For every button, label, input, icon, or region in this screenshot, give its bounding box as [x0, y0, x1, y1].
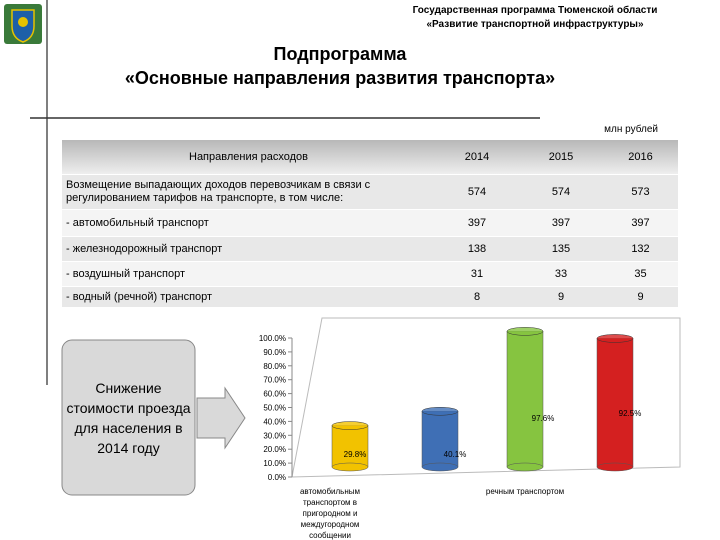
value-label: 29.8% — [344, 450, 367, 459]
value-label: 97.6% — [532, 414, 555, 423]
value-cell: 574 — [435, 175, 519, 210]
value-label: 92.5% — [619, 409, 642, 418]
y-tick-label: 50.0% — [263, 404, 286, 413]
value-cell: 397 — [519, 210, 603, 237]
bar-body — [331, 425, 369, 468]
value-label: 40.1% — [444, 450, 467, 459]
bar-body — [506, 331, 544, 468]
x-label-box: речным транспортом — [485, 487, 565, 496]
value-cell: 31 — [435, 262, 519, 287]
value-cell: 132 — [603, 237, 678, 262]
bar — [596, 334, 634, 472]
row-label: - автомобильный транспорт — [62, 210, 435, 237]
bar-base — [421, 462, 459, 472]
header-cell: 2014 — [435, 140, 519, 175]
bar-base — [331, 462, 369, 472]
value-cell: 9 — [603, 287, 678, 308]
bar-body — [596, 338, 634, 468]
row-label: - водный (речной) транспорт — [62, 287, 435, 308]
y-tick-label: 10.0% — [263, 459, 286, 468]
x-label-box: автомобильным транспортом в пригородном … — [299, 487, 361, 540]
value-cell: 397 — [603, 210, 678, 237]
y-tick-label: 70.0% — [263, 376, 286, 385]
coat-of-arms — [4, 4, 42, 44]
bar — [506, 327, 544, 472]
bar-top — [596, 334, 634, 343]
row-label: Возмещение выпадающих доходов перевозчик… — [62, 175, 435, 210]
program-name: «Развитие транспортной инфраструктуры» — [426, 19, 644, 30]
value-cell: 573 — [603, 175, 678, 210]
y-tick-label: 30.0% — [263, 431, 286, 440]
value-cell: 35 — [603, 262, 678, 287]
y-tick-label: 40.0% — [263, 417, 286, 426]
bar-base — [596, 462, 634, 472]
header-cell: Направления расходов — [62, 140, 435, 175]
row-label: - железнодорожный транспорт — [62, 237, 435, 262]
program: Государственная программа Тюменской обла… — [412, 5, 658, 16]
bar-top — [421, 407, 459, 416]
y-tick-label: 60.0% — [263, 390, 286, 399]
header-cell: 2015 — [519, 140, 603, 175]
row-label: - воздушный транспорт — [62, 262, 435, 287]
value-cell: 33 — [519, 262, 603, 287]
x-tick-label: речным транспортом — [485, 487, 565, 496]
value-cell: 574 — [519, 175, 603, 210]
callout: Снижение стоимости проезда для населения… — [66, 380, 191, 456]
x-tick-label: автомобильным транспортом в пригородном … — [299, 487, 361, 540]
title-line: «Основные направления развития транспорт… — [124, 68, 556, 88]
title: Подпрограмма «Основные направления разви… — [60, 42, 620, 90]
bar-top — [331, 421, 369, 430]
value-cell: 138 — [435, 237, 519, 262]
value-cell: 9 — [519, 287, 603, 308]
bar-top — [506, 327, 544, 336]
title-line: Подпрограмма — [273, 44, 407, 64]
bar — [421, 407, 459, 472]
y-tick-label: 80.0% — [263, 362, 286, 371]
y-tick-label: 100.0% — [259, 334, 286, 343]
value-cell: 8 — [435, 287, 519, 308]
header-cell: 2016 — [603, 140, 678, 175]
unit: млн рублей — [604, 124, 658, 135]
y-tick-label: 90.0% — [263, 348, 286, 357]
value-cell: 135 — [519, 237, 603, 262]
bar-base — [506, 462, 544, 472]
bar — [331, 421, 369, 472]
y-tick-label: 0.0% — [268, 473, 286, 482]
bar-body — [421, 411, 459, 468]
value-cell: 397 — [435, 210, 519, 237]
plot-area — [291, 317, 681, 478]
y-tick-label: 20.0% — [263, 445, 286, 454]
program-header: Государственная программа Тюменской обла… — [380, 4, 690, 32]
